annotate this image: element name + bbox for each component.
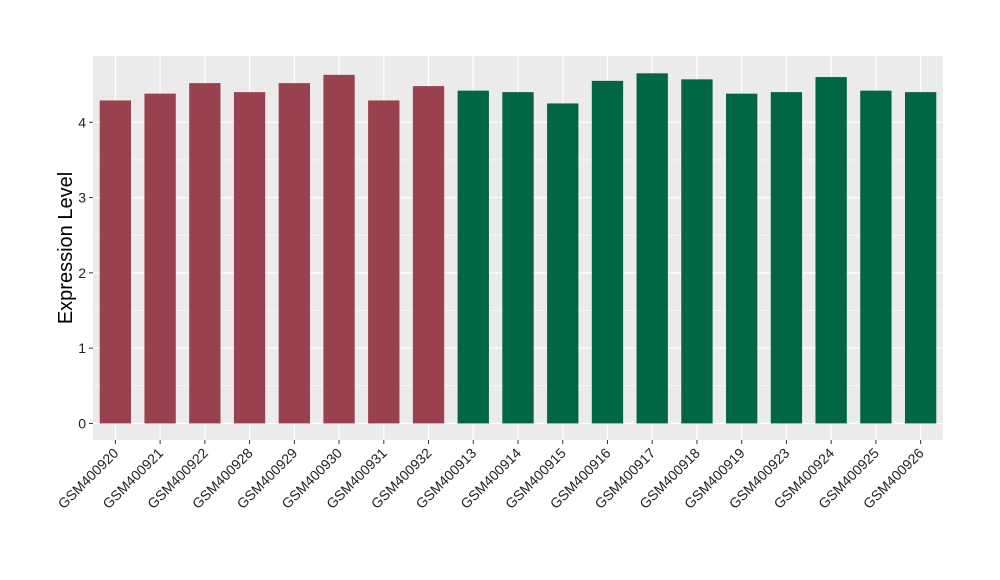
- y-axis-title: Expression Level: [55, 172, 77, 324]
- bar-GSM400919: [726, 93, 758, 424]
- y-tick-label: 1: [78, 340, 86, 356]
- bar-GSM400922: [189, 83, 221, 424]
- y-tick-label: 3: [78, 190, 86, 206]
- bar-GSM400923: [770, 92, 803, 424]
- y-axis: 0 1 2 3 4: [78, 114, 93, 431]
- x-axis: GSM400920GSM400921GSM400922GSM400928GSM4…: [55, 440, 927, 512]
- bar-GSM400921: [144, 93, 176, 424]
- bar-GSM400930: [323, 74, 355, 424]
- y-tick-label: 2: [78, 265, 86, 281]
- y-tick-label: 4: [78, 114, 86, 130]
- bar-GSM400913: [457, 90, 489, 424]
- bar-GSM400928: [233, 92, 266, 424]
- bar-GSM400914: [502, 92, 534, 424]
- bar-GSM400917: [636, 73, 668, 424]
- bar-GSM400931: [368, 100, 400, 424]
- bar-GSM400916: [591, 80, 624, 424]
- bar-GSM400918: [681, 79, 713, 424]
- bar-GSM400926: [904, 92, 937, 424]
- bar-GSM400929: [278, 83, 310, 424]
- y-tick-label: 0: [78, 415, 86, 431]
- bars: [99, 73, 937, 424]
- bar-GSM400915: [547, 103, 579, 424]
- bar-GSM400925: [860, 90, 892, 424]
- bar-GSM400932: [412, 86, 445, 424]
- bar-GSM400920: [99, 100, 132, 424]
- bar-GSM400924: [815, 77, 847, 424]
